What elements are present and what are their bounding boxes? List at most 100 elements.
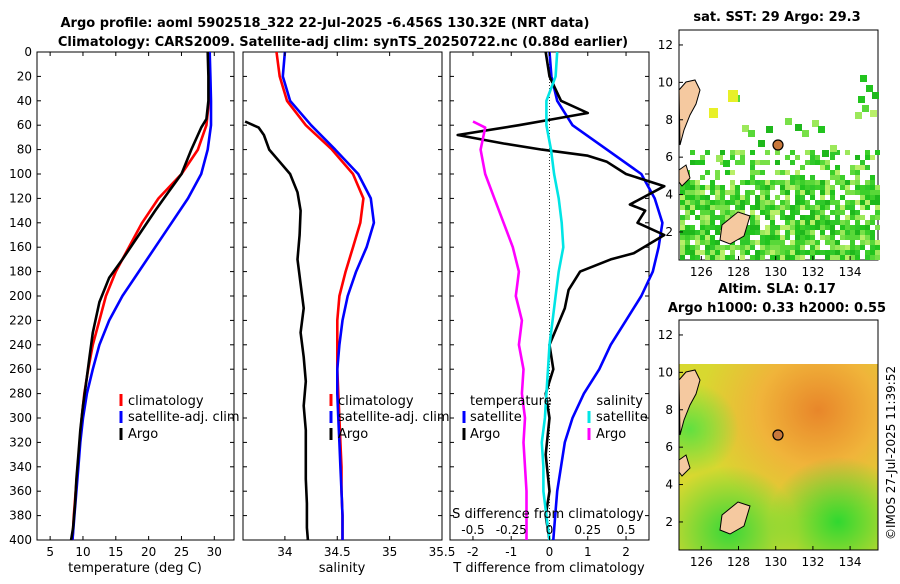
sst-cell [825,225,830,230]
sst-cell [850,190,855,195]
sst-cell [840,255,845,260]
sst-cell [755,225,760,230]
sst-cell [765,215,770,220]
sst-cell [705,210,710,215]
sst-cell [770,250,775,255]
sst-cell [695,255,700,260]
sst-cell [855,210,860,215]
sst-cell [680,245,685,250]
sst-cell [770,180,775,185]
sst-cell [820,235,825,240]
series-argo [244,120,310,541]
legend-label-climatology: climatology [338,394,414,409]
land-new-guinea-west [678,79,701,146]
sst-cell [700,225,705,230]
sst-cell [840,225,845,230]
sst-cell [705,250,710,255]
sst-cell [865,185,870,190]
sst-cell [805,230,810,235]
sst-cell [725,215,730,220]
sst-cell [695,160,700,165]
sst-cell [870,255,875,260]
sst-cell [760,250,765,255]
sst-cell [840,185,845,190]
figure-title-line2: Climatology: CARS2009. Satellite-adj cli… [58,35,628,50]
sst-cell [705,200,710,205]
sst-cell [820,185,825,190]
sst-cell [875,185,880,190]
x-tick-label: 25 [174,545,189,559]
sst-cell [730,170,735,175]
sst-cell [695,230,700,235]
sst-cell [715,215,720,220]
sst-cell [855,112,862,119]
sst-cell [785,220,790,225]
sst-cell [755,215,760,220]
sst-cell [725,170,730,175]
sst-cell [810,210,815,215]
sst-cell [845,245,850,250]
sst-cell [690,245,695,250]
series-temperature-satellite [548,51,664,541]
sst-cell [805,185,810,190]
sst-cell [730,200,735,205]
sst-cell [830,150,835,155]
sst-cell [855,185,860,190]
sst-cell [720,195,725,200]
sst-cell [735,160,740,165]
sst-cell [700,235,705,240]
sst-cell [795,220,800,225]
sst-cell [760,210,765,215]
sst-cell [720,210,725,215]
series-climatology [275,51,365,540]
difference-x-axis: -2 -1 0 1 2 [467,52,630,559]
sst-cell [780,225,785,230]
sst-cell [728,90,738,102]
sst-cell [710,220,715,225]
map-x-tick-label: 128 [727,555,750,569]
sst-cell [830,220,835,225]
sst-cell [820,230,825,235]
sst-cell [715,195,720,200]
sst-cell [810,195,815,200]
series-satellite-adj-clim [71,51,213,541]
map-x-tick-label: 132 [801,555,824,569]
land-islands-south [719,211,751,245]
depth-tick-label: 160 [9,240,32,254]
sst-cell [795,175,800,180]
sst-cell [790,255,795,260]
sst-cell [695,240,700,245]
sst-cell [775,180,780,185]
sst-cell [760,235,765,240]
sst-cell [790,215,795,220]
sst-cell [775,235,780,240]
sst-cell [755,220,760,225]
sst-cell [840,180,845,185]
sst-cell [820,190,825,195]
sst-cell [695,250,700,255]
sst-cell [800,255,805,260]
x-tick-label: 34.5 [324,545,351,559]
sst-cell [860,190,865,195]
sst-cell [795,205,800,210]
sst-cell [680,230,685,235]
s-difference-tick-label: 0.25 [574,523,601,537]
sst-cell [865,190,870,195]
sst-cell [795,180,800,185]
sst-cell [700,190,705,195]
sst-cell [740,250,745,255]
sst-cell [780,205,785,210]
sst-cell [690,255,695,260]
sst-cell [695,190,700,195]
s-difference-tick-label: -0.25 [496,523,527,537]
sst-cell [760,180,765,185]
sst-cell [785,180,790,185]
sst-cell [705,195,710,200]
sst-cell [800,225,805,230]
series-satellite-adj-clim [281,51,376,540]
x-tick-label: 20 [141,545,156,559]
sst-cell [830,175,835,180]
sst-cell [680,190,685,195]
sst-cell [740,155,745,160]
sst-cell [790,225,795,230]
